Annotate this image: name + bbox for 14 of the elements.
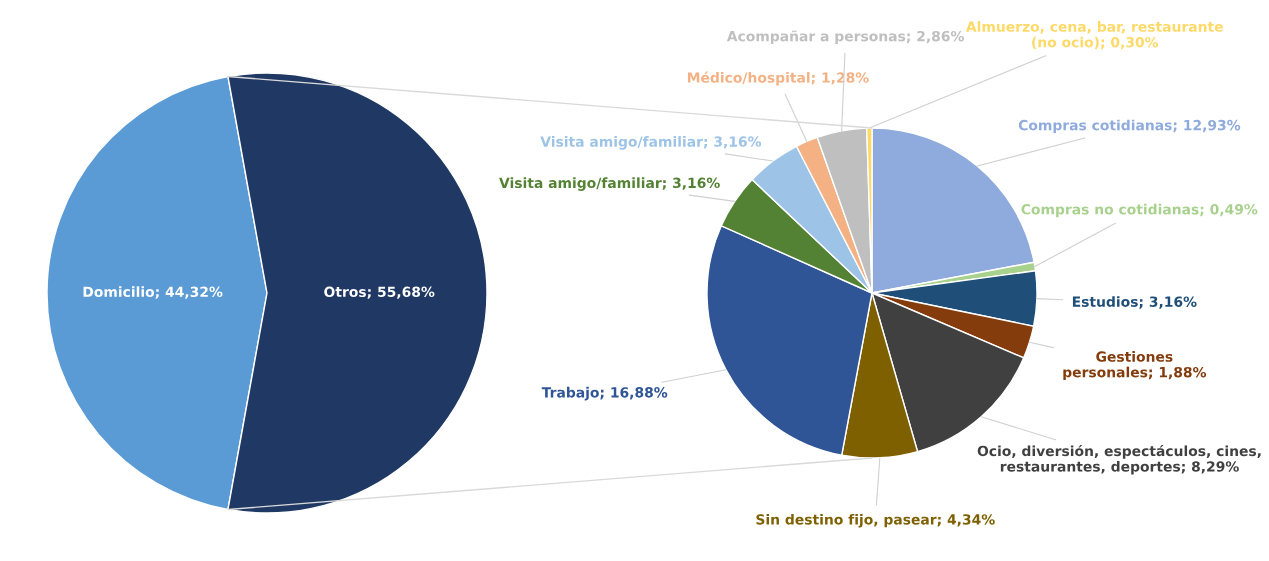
slice-label: Acompañar a personas; 2,86% — [726, 30, 964, 45]
slice-label: Compras no cotidianas; 0,49% — [1021, 203, 1258, 218]
slice-label: Ocio, diversión, espectáculos, cines, restaurantes, deportes; 8,29% — [977, 444, 1261, 475]
slice-label: Sin destino fijo, pasear; 4,34% — [756, 513, 995, 528]
slice-label: Estudios; 3,16% — [1072, 296, 1197, 309]
slice-label: Médico/hospital; 1,28% — [687, 71, 869, 86]
slice-label: Compras cotidianas; 12,93% — [1018, 119, 1241, 134]
slice-label: Gestiones personales; 1,88% — [1063, 351, 1207, 381]
slice-label: Visita amigo/familiar; 3,16% — [499, 177, 720, 191]
slice-label: Visita amigo/familiar; 3,16% — [540, 136, 762, 150]
slice-label: Otros; 55,68% — [324, 286, 435, 299]
slice-label: Domicilio; 44,32% — [83, 286, 223, 299]
slice-label: Almuerzo, cena, bar, restaurante (no ocio); 0,30% — [965, 21, 1223, 50]
slice-label: Trabajo; 16,88% — [541, 386, 668, 401]
